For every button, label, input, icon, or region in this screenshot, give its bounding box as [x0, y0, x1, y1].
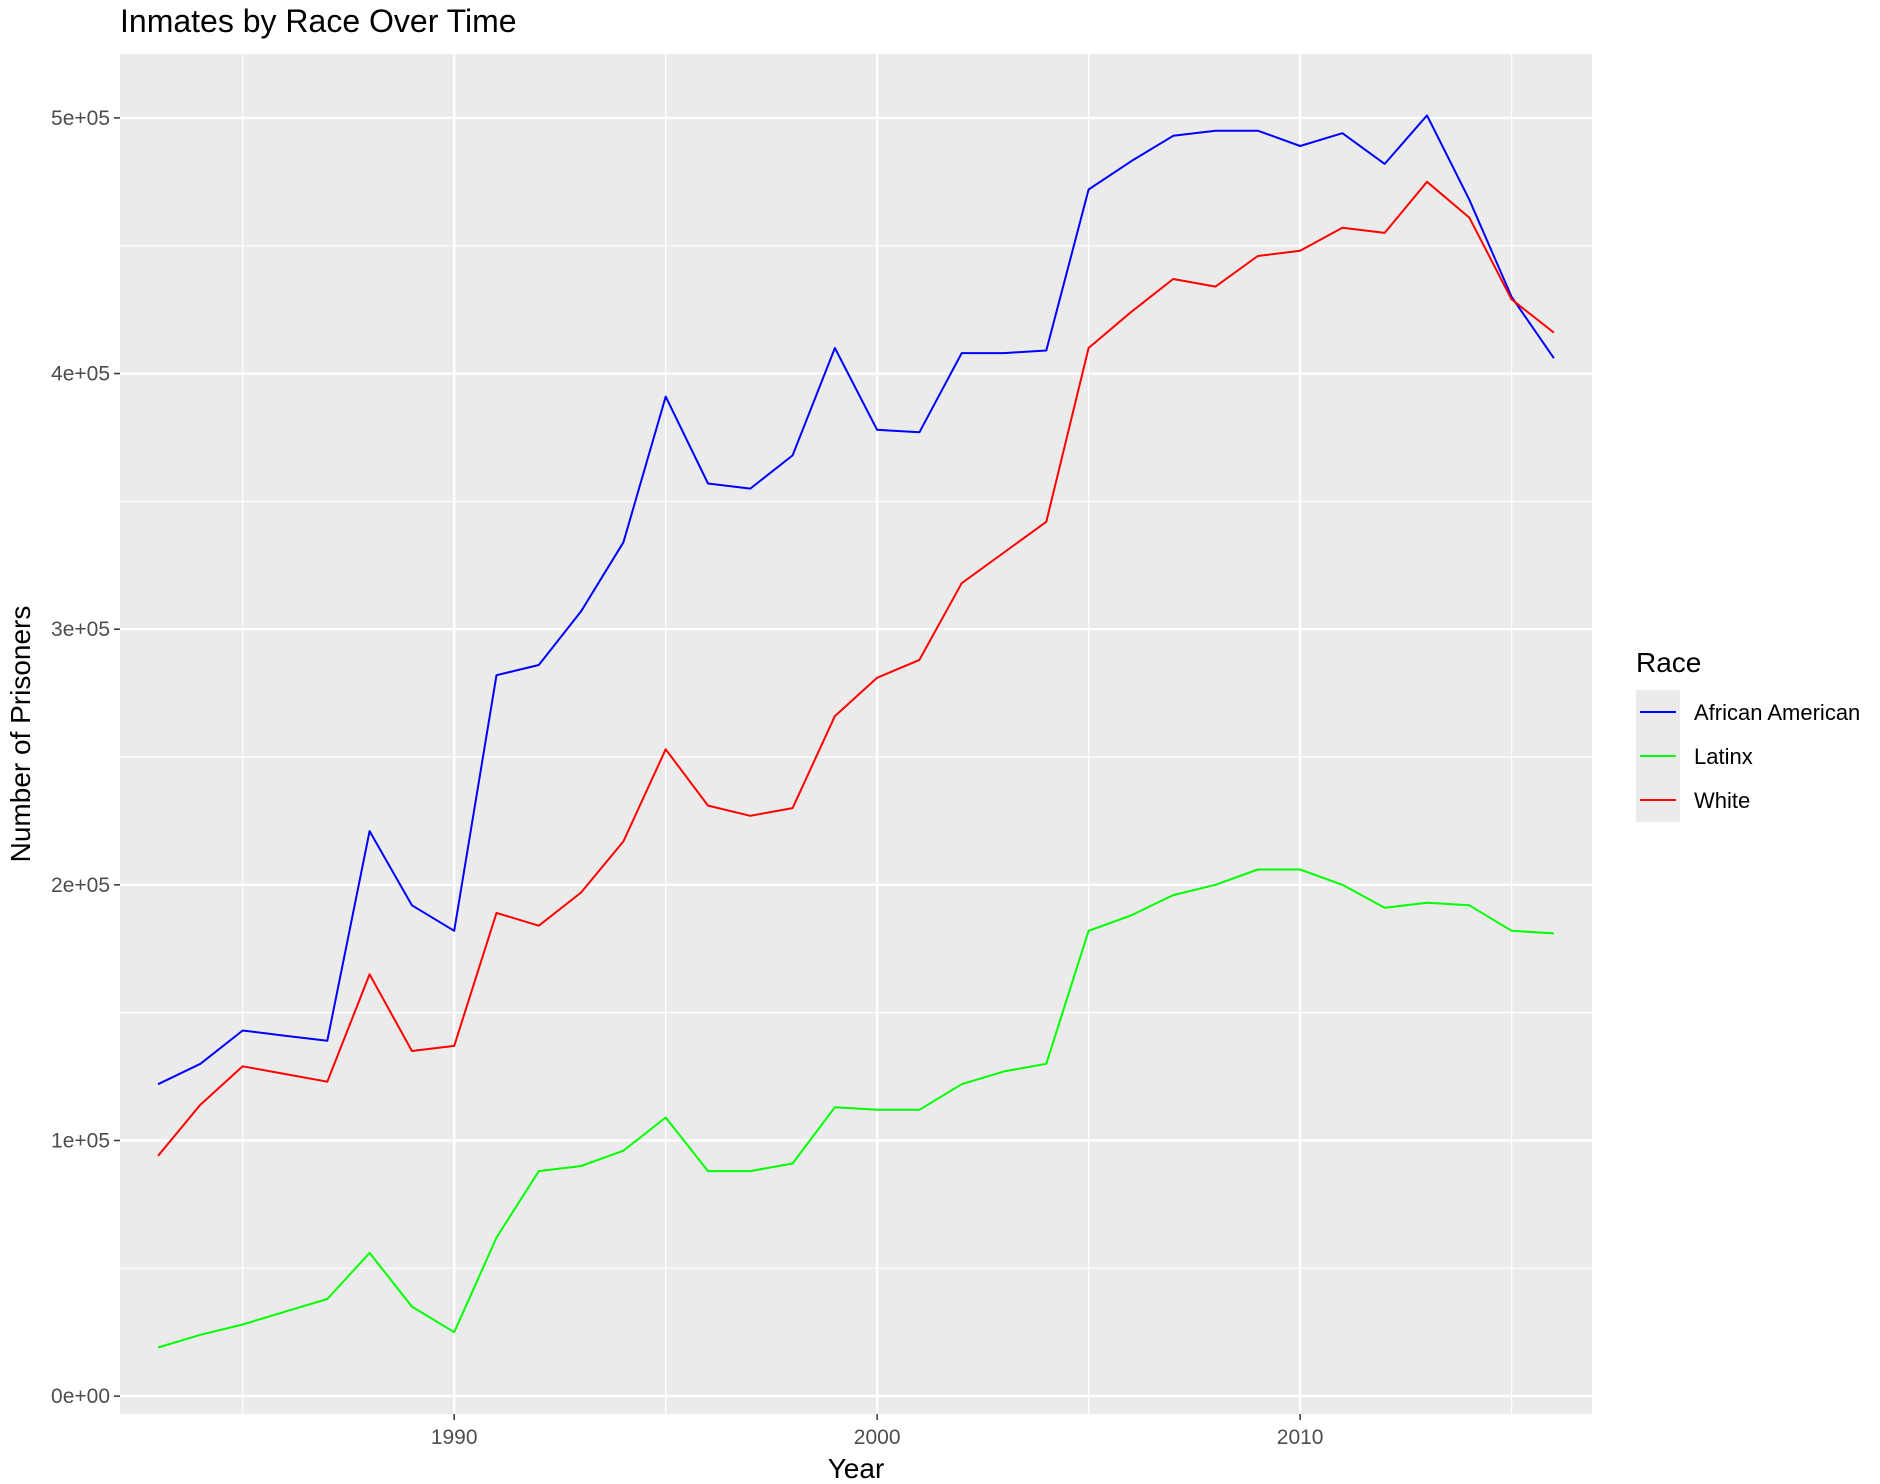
y-tick-label: 5e+05: [51, 107, 110, 130]
y-tick-label: 0e+00: [51, 1385, 110, 1408]
x-axis-title: Year: [828, 1453, 885, 1484]
series-lines: [157, 114, 1555, 1349]
major-gridlines: [120, 54, 1592, 1414]
legend-label-latinx: Latinx: [1694, 744, 1753, 769]
legend-items: African American Latinx White: [1640, 700, 1860, 813]
series-line-white: [157, 180, 1555, 1157]
series-line-latinx: [157, 868, 1554, 1349]
x-tick-label: 1990: [431, 1426, 478, 1449]
legend: Race African American Latinx White: [1636, 647, 1860, 822]
y-tick-label: 4e+05: [51, 363, 110, 386]
y-tick-label: 1e+05: [51, 1129, 110, 1152]
legend-title: Race: [1636, 647, 1701, 678]
minor-gridlines: [120, 54, 1592, 1414]
x-axis: 1990 2000 2010: [431, 1414, 1324, 1449]
y-axis: 0e+00 1e+05 2e+05 3e+05 4e+05 5e+05: [51, 107, 120, 1408]
y-tick-label: 3e+05: [51, 618, 110, 641]
legend-label-white: White: [1694, 788, 1750, 813]
x-tick-label: 2010: [1277, 1426, 1324, 1449]
chart-title: Inmates by Race Over Time: [120, 3, 517, 39]
plot-panel: [120, 54, 1592, 1414]
x-tick-label: 2000: [854, 1426, 901, 1449]
y-tick-label: 2e+05: [51, 874, 110, 897]
legend-label-african-american: African American: [1694, 700, 1860, 725]
series-line-african-american: [157, 114, 1555, 1086]
y-axis-title: Number of Prisoners: [5, 606, 36, 863]
